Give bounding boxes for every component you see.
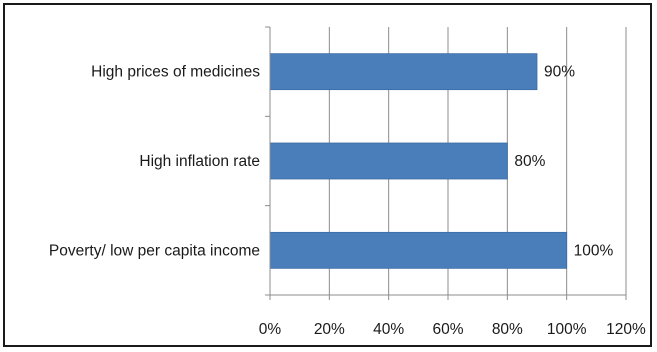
x-tick-label: 20% bbox=[314, 321, 345, 338]
category-labels: High prices of medicines High inflation r… bbox=[49, 64, 260, 260]
tick-labels: 0% 20% 40% 60% 80% 100% 120% bbox=[259, 321, 646, 338]
category-label: High inflation rate bbox=[139, 153, 260, 170]
bar-1 bbox=[269, 53, 538, 91]
x-tick-label: 0% bbox=[259, 321, 282, 338]
x-tick-label: 100% bbox=[547, 321, 587, 338]
data-label: 100% bbox=[574, 242, 614, 259]
x-tick-label: 80% bbox=[492, 321, 523, 338]
axes bbox=[265, 26, 627, 300]
data-labels: 90% 80% 100% bbox=[514, 64, 613, 260]
x-tick-label: 120% bbox=[606, 321, 646, 338]
bars bbox=[269, 53, 568, 269]
category-label: High prices of medicines bbox=[91, 64, 260, 81]
bar-3 bbox=[269, 231, 568, 269]
data-label: 90% bbox=[544, 64, 575, 81]
bar-2 bbox=[269, 142, 508, 180]
x-tick-label: 60% bbox=[432, 321, 463, 338]
data-label: 80% bbox=[514, 153, 545, 170]
x-tick-label: 40% bbox=[373, 321, 404, 338]
category-label: Poverty/ low per capita income bbox=[49, 242, 260, 259]
